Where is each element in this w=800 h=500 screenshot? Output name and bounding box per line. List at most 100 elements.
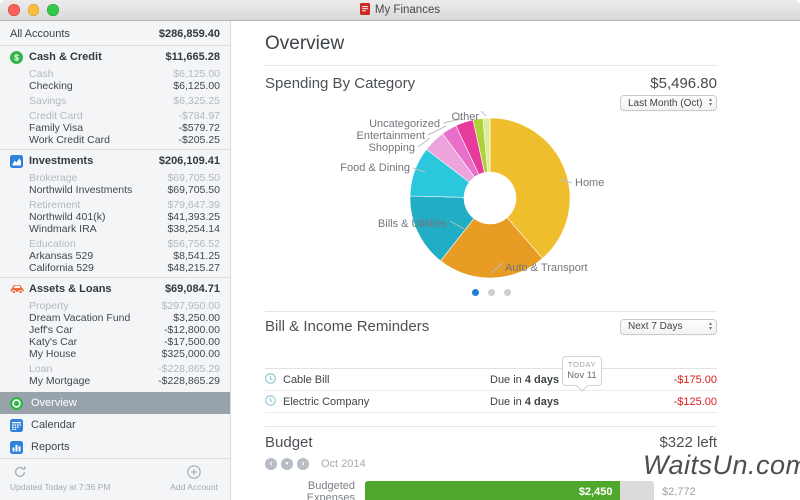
- account-amount: $325,000.00: [161, 348, 220, 360]
- account-amount: -$228,865.29: [158, 363, 220, 375]
- svg-text:$: $: [14, 52, 19, 62]
- page-title: Overview: [265, 33, 345, 54]
- account-amount: -$12,800.00: [163, 324, 220, 336]
- account-amount: $297,950.00: [161, 300, 220, 312]
- sidebar-nav-item[interactable]: Reports: [0, 436, 230, 458]
- zoom-button[interactable]: [47, 4, 59, 16]
- donut-label-uncategorized: Uncategorized: [369, 118, 440, 130]
- account-label: Savings: [29, 95, 67, 107]
- watermark: WaitsUn.com: [643, 450, 800, 480]
- dollar-icon: $: [10, 50, 29, 64]
- pager-dot-2[interactable]: [487, 289, 495, 296]
- account-row[interactable]: Investments $206,109.41: [0, 153, 230, 169]
- spending-section-header: Spending By Category $5,496.80: [265, 75, 717, 92]
- add-account-button[interactable]: Add Account: [170, 465, 218, 492]
- divider: [265, 311, 717, 312]
- budget-remaining: $322 left: [659, 434, 717, 451]
- donut-slice-other[interactable]: [482, 117, 491, 173]
- account-label: Dream Vacation Fund: [29, 312, 131, 324]
- account-label: Jeff's Car: [29, 324, 73, 336]
- account-row[interactable]: Property $297,950.00: [0, 300, 230, 312]
- account-row[interactable]: Northwild Investments $69,705.50: [0, 184, 230, 196]
- minimize-button[interactable]: [27, 4, 39, 16]
- nav-label: Calendar: [31, 419, 76, 431]
- label-leader-line: [490, 262, 504, 274]
- divider: [265, 65, 717, 66]
- account-row[interactable]: Assets & Loans $69,084.71: [0, 281, 230, 297]
- account-row[interactable]: Windmark IRA $38,254.14: [0, 223, 230, 235]
- reminder-name: Electric Company: [283, 395, 370, 408]
- donut-label-other: Other: [451, 111, 479, 123]
- account-amount: $56,756.52: [167, 238, 220, 250]
- account-row[interactable]: Loan -$228,865.29: [0, 363, 230, 375]
- account-amount: $38,254.14: [167, 223, 220, 235]
- add-account-label: Add Account: [170, 482, 218, 492]
- divider: [265, 426, 717, 427]
- account-row[interactable]: Education $56,756.52: [0, 238, 230, 250]
- account-row[interactable]: Work Credit Card -$205.25: [0, 134, 230, 146]
- spending-period-dropdown[interactable]: Last Month (Oct) ▴ ▾: [620, 95, 717, 111]
- reminder-row[interactable]: Cable Bill Due in 4 days -$175.00: [265, 369, 717, 391]
- account-row[interactable]: $ Cash & Credit $11,665.28: [0, 49, 230, 65]
- title-area: My Finances: [359, 2, 440, 18]
- pager-dot-3[interactable]: [503, 289, 511, 296]
- account-label: Checking: [29, 80, 73, 92]
- account-row[interactable]: Cash $6,125.00: [0, 68, 230, 80]
- budget-heading: Budget: [265, 434, 313, 451]
- donut-slice-home[interactable]: [489, 117, 571, 259]
- target-icon: [10, 396, 31, 410]
- budget-nav: ‹ • › Oct 2014: [265, 458, 717, 470]
- account-row[interactable]: Jeff's Car -$12,800.00: [0, 324, 230, 336]
- account-row[interactable]: Dream Vacation Fund $3,250.00: [0, 312, 230, 324]
- pager-dot-1[interactable]: [471, 289, 479, 296]
- account-row[interactable]: Northwild 401(k) $41,393.25: [0, 211, 230, 223]
- today-badge: TODAY Nov 11: [562, 356, 602, 386]
- reminder-name: Cable Bill: [283, 373, 330, 386]
- donut-label-bills-utilities: Bills & Utilities: [377, 218, 447, 230]
- today-label: TODAY: [567, 360, 597, 369]
- reminder-row[interactable]: Electric Company Due in 4 days -$125.00: [265, 391, 717, 413]
- account-amount: -$205.25: [178, 134, 220, 146]
- account-row[interactable]: Family Visa -$579.72: [0, 122, 230, 134]
- donut-slice-auto-transport[interactable]: [440, 217, 543, 279]
- budget-today-button[interactable]: •: [281, 458, 293, 470]
- account-row[interactable]: Retirement $79,647.39: [0, 199, 230, 211]
- account-row[interactable]: Arkansas 529 $8,541.25: [0, 250, 230, 262]
- budget-prev-button[interactable]: ‹: [265, 458, 277, 470]
- account-label: Investments: [29, 155, 94, 167]
- account-label: Brokerage: [29, 172, 78, 184]
- account-row[interactable]: My House $325,000.00: [0, 348, 230, 360]
- account-label: Loan: [29, 363, 53, 375]
- account-amount: $3,250.00: [173, 312, 220, 324]
- budget-next-button[interactable]: ›: [297, 458, 309, 470]
- nav-label: Reports: [31, 441, 70, 453]
- account-label: Credit Card: [29, 110, 83, 122]
- sidebar-nav-item[interactable]: Overview: [0, 392, 230, 414]
- account-row[interactable]: My Mortgage -$228,865.29: [0, 375, 230, 387]
- close-button[interactable]: [8, 4, 20, 16]
- sidebar-divider: [0, 149, 230, 150]
- account-row[interactable]: Checking $6,125.00: [0, 80, 230, 92]
- refresh-button[interactable]: Updated Today at 7:36 PM: [10, 465, 111, 492]
- reminders-list: TODAY Nov 11 Cable Bill Due in 4 days -$…: [265, 356, 717, 413]
- account-row[interactable]: Brokerage $69,705.50: [0, 172, 230, 184]
- account-label: Assets & Loans: [29, 283, 112, 295]
- sidebar-nav-item[interactable]: Calendar: [0, 414, 230, 436]
- account-row[interactable]: Savings $6,325.25: [0, 95, 230, 107]
- account-amount: -$579.72: [178, 122, 220, 134]
- reminders-period-dropdown[interactable]: Next 7 Days ▴ ▾: [620, 318, 717, 335]
- account-label: My Mortgage: [29, 375, 91, 387]
- document-icon: [359, 2, 370, 18]
- account-row[interactable]: Credit Card -$784.97: [0, 110, 230, 122]
- titlebar: My Finances: [0, 0, 800, 21]
- account-label: Northwild Investments: [29, 184, 133, 196]
- donut-label-home: Home: [575, 177, 605, 189]
- account-row[interactable]: Katy's Car -$17,500.00: [0, 336, 230, 348]
- account-row[interactable]: California 529 $48,215.27: [0, 262, 230, 274]
- label-leader-line: [480, 111, 487, 117]
- account-amount: $286,859.40: [158, 28, 220, 40]
- today-date: Nov 11: [567, 370, 597, 381]
- label-leader-line: [558, 178, 573, 184]
- account-label: Windmark IRA: [29, 223, 97, 235]
- account-row[interactable]: All Accounts $286,859.40: [0, 24, 230, 42]
